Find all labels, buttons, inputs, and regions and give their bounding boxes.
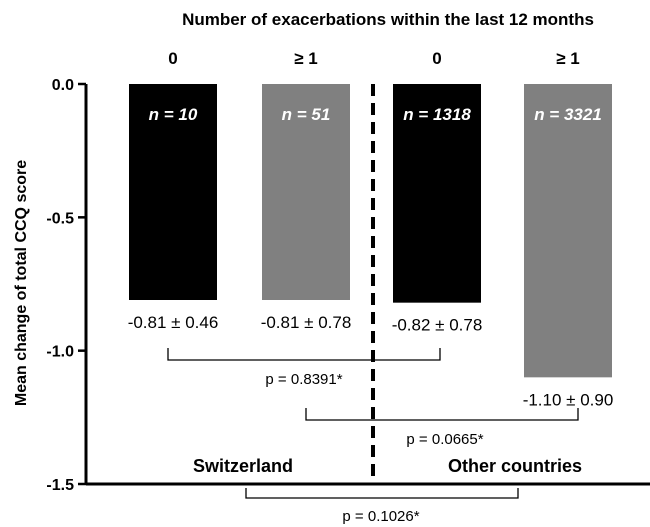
p-value-label: p = 0.8391* (265, 371, 342, 388)
chart-title: Number of exacerbations within the last … (182, 10, 594, 29)
comparison-bracket: p = 0.0665* (305, 408, 579, 448)
category-label: 0 (432, 49, 441, 68)
category-label: ≥ 1 (556, 49, 580, 68)
y-axis-label: Mean change of total CCQ score (13, 160, 30, 406)
bar (393, 84, 481, 303)
bar-labels: 0 n = 10 -0.81 ± 0.46 ≥ 1 n = 51 -0.81 ± 0.78… (128, 49, 614, 409)
bars (129, 84, 612, 378)
y-tick-label: -1.0 (46, 344, 74, 361)
p-value-label: p = 0.0665* (406, 431, 483, 448)
value-label: -0.81 ± 0.78 (261, 313, 352, 332)
n-label: n = 10 (149, 105, 198, 124)
category-label: 0 (168, 49, 177, 68)
p-value-label: p = 0.1026* (342, 508, 419, 525)
y-axis: 0.0 -0.5 -1.0 -1.5 (46, 77, 650, 494)
bar (524, 84, 612, 378)
value-label: -0.81 ± 0.46 (128, 313, 219, 332)
y-tick-label: -0.5 (46, 210, 74, 227)
comparison-bracket: p = 0.8391* (167, 348, 441, 388)
group-label-other-countries: Other countries (448, 456, 582, 476)
group-label-switzerland: Switzerland (193, 456, 293, 476)
category-label: ≥ 1 (294, 49, 318, 68)
comparison-brackets: p = 0.8391* p = 0.0665* p = 0.1026* (167, 348, 579, 525)
value-label: -0.82 ± 0.78 (392, 316, 483, 335)
n-label: n = 1318 (403, 105, 471, 124)
n-label: n = 3321 (534, 105, 602, 124)
n-label: n = 51 (282, 105, 331, 124)
bar (262, 84, 350, 300)
y-tick-label: -1.5 (46, 477, 74, 494)
y-tick-label: 0.0 (52, 77, 74, 94)
value-label: -1.10 ± 0.90 (523, 390, 614, 409)
comparison-bracket: p = 0.1026* (245, 488, 519, 525)
bar (129, 84, 217, 300)
